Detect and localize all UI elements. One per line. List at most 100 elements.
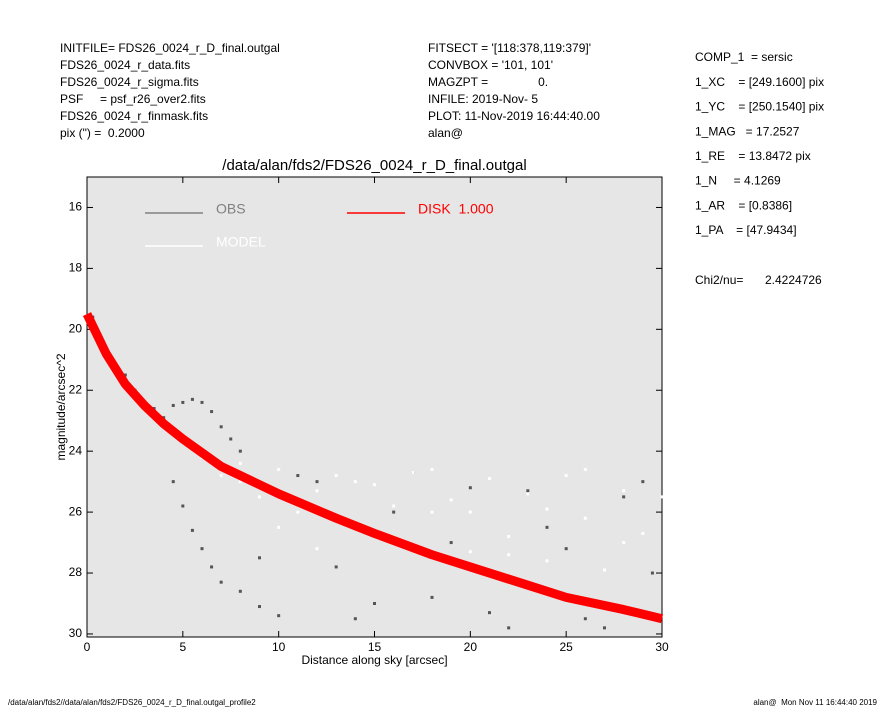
legend-label: MODEL: [216, 234, 266, 250]
legend-label: OBS: [216, 201, 246, 217]
data-point: [200, 547, 204, 551]
header-line: MAGZPT = 0.: [428, 75, 548, 89]
data-point: [190, 528, 194, 532]
data-point: [238, 461, 242, 465]
header-line: FDS26_0024_r_finmask.fits: [60, 109, 208, 123]
data-point: [258, 495, 261, 499]
x-tick-label: 25: [559, 640, 573, 654]
data-point: [277, 467, 281, 471]
data-point: [258, 556, 261, 560]
data-point: [200, 400, 204, 404]
header-line: FITSECT = '[118:378,119:379]': [428, 41, 591, 55]
header-line: alan@: [428, 126, 463, 140]
data-point: [488, 477, 491, 481]
y-tick-label: 24: [69, 443, 83, 457]
fit-param: 1_RE = 13.8472 pix: [695, 149, 811, 163]
y-tick-label: 16: [69, 200, 83, 214]
x-tick-label: 30: [655, 640, 669, 654]
data-point: [238, 589, 242, 593]
legend-label: DISK 1.000: [418, 201, 494, 217]
data-point: [622, 541, 626, 545]
chi-label: Chi2/nu=: [695, 273, 743, 287]
data-point: [641, 531, 645, 535]
footer-left: /data/alan/fds2//data/alan/fds2/FDS26_00…: [8, 698, 256, 707]
x-tick-label: 20: [464, 640, 478, 654]
header-line: INITFILE= FDS26_0024_r_D_final.outgal: [60, 41, 280, 55]
data-point: [392, 504, 396, 508]
data-point: [583, 467, 587, 471]
data-point: [449, 498, 453, 502]
data-point: [315, 489, 319, 493]
fit-param: COMP_1 = sersic: [695, 50, 793, 64]
data-point: [258, 605, 261, 609]
data-point: [622, 489, 626, 493]
y-tick-label: 26: [69, 504, 83, 518]
data-point: [603, 568, 606, 572]
data-point: [564, 547, 568, 551]
x-tick-label: 10: [272, 640, 286, 654]
fit-param: 1_N = 4.1269: [695, 174, 781, 188]
data-point: [210, 410, 214, 414]
data-point: [219, 580, 223, 584]
footer-right: alan@ Mon Nov 11 16:44:40 2019: [753, 698, 877, 707]
fit-param: 1_YC = [250.1540] pix: [695, 100, 824, 114]
y-axis-label: magnitude/arcsec^2: [54, 353, 68, 460]
data-point: [373, 483, 376, 487]
header-line: CONVBOX = '101, 101': [428, 58, 553, 72]
y-tick-label: 30: [69, 626, 83, 640]
data-point: [430, 467, 434, 471]
fit-param: 1_MAG = 17.2527: [695, 124, 800, 138]
data-point: [238, 480, 242, 484]
fit-param: 1_XC = [249.1600] pix: [695, 75, 824, 89]
data-point: [641, 480, 645, 484]
chart-title: /data/alan/fds2/FDS26_0024_r_D_final.out…: [222, 157, 526, 174]
data-point: [622, 495, 626, 499]
data-point: [315, 480, 319, 484]
data-point: [583, 516, 587, 520]
data-point: [373, 601, 376, 605]
data-point: [430, 510, 434, 514]
plot-area: [86, 176, 663, 638]
data-point: [468, 550, 472, 554]
data-point: [545, 507, 549, 511]
data-point: [545, 525, 549, 529]
chi-value: 2.4224726: [765, 273, 822, 287]
data-point: [334, 474, 338, 478]
x-tick-label: 0: [84, 640, 91, 654]
data-point: [488, 611, 491, 615]
fit-param: 1_AR = [0.8386]: [695, 198, 792, 212]
data-point: [181, 400, 185, 404]
data-point: [603, 626, 606, 630]
data-point: [507, 534, 511, 538]
data-point: [296, 510, 300, 514]
data-point: [219, 425, 223, 429]
data-point: [392, 510, 396, 514]
header-line: PLOT: 11-Nov-2019 16:44:40.00: [428, 109, 600, 123]
data-point: [296, 474, 300, 478]
data-point: [181, 504, 185, 508]
disk-profile: [82, 312, 664, 624]
y-tick-label: 28: [69, 565, 83, 579]
header-line: PSF = psf_r26_over2.fits: [60, 92, 206, 106]
data-point: [277, 525, 281, 529]
header-line: INFILE: 2019-Nov- 5: [428, 92, 538, 106]
data-point: [190, 397, 194, 401]
header-line: pix (") = 0.2000: [60, 126, 145, 140]
data-point: [123, 373, 127, 377]
x-tick-label: 15: [368, 640, 382, 654]
data-point: [507, 626, 511, 630]
data-point: [507, 553, 511, 557]
data-point: [171, 403, 175, 407]
data-point: [660, 495, 664, 499]
x-tick-label: 5: [179, 640, 186, 654]
y-tick-label: 20: [69, 321, 83, 335]
data-point: [545, 559, 549, 563]
data-point: [229, 437, 233, 441]
y-tick-label: 18: [69, 261, 83, 275]
data-point: [315, 547, 319, 551]
data-point: [526, 489, 530, 493]
data-point: [449, 541, 453, 545]
data-point: [238, 449, 242, 453]
data-point: [430, 595, 434, 599]
